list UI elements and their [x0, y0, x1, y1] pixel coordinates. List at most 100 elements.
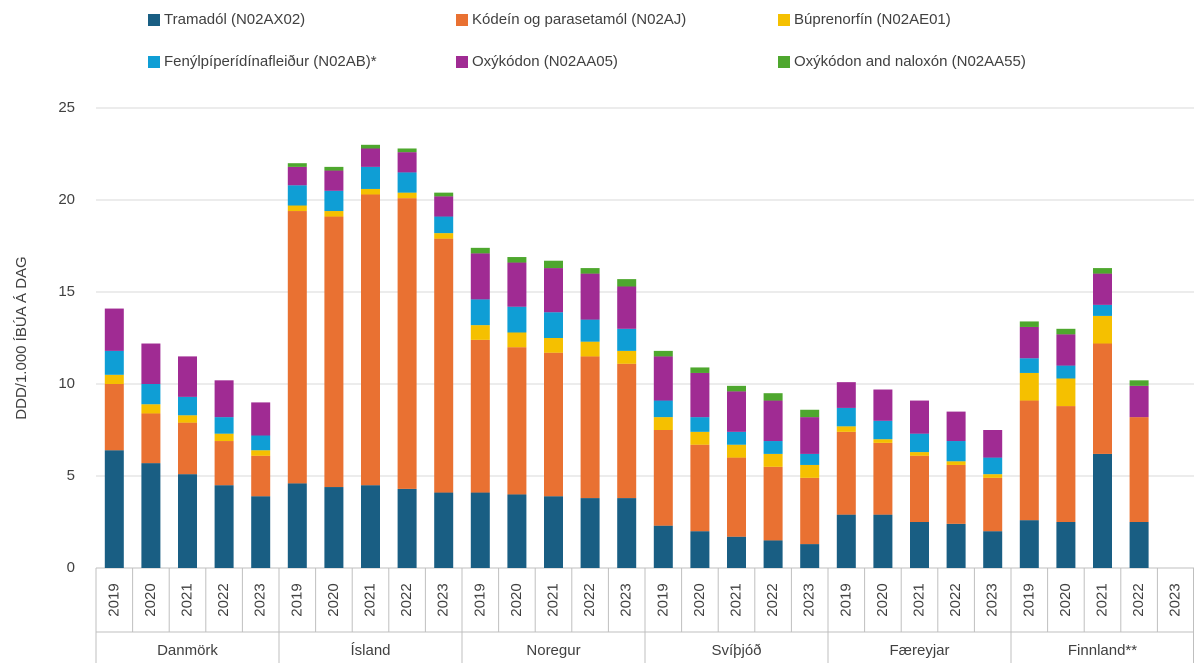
x-tick-label: 2019: [471, 583, 488, 616]
bar-segment: [434, 192, 454, 197]
bar-segment: [1129, 417, 1149, 522]
bar-segment: [104, 374, 124, 384]
bar-segment: [983, 531, 1003, 568]
bar-segment: [1093, 273, 1112, 305]
x-tick-label: 2020: [1057, 583, 1074, 616]
bar-segment: [287, 163, 307, 167]
bar-segment: [544, 496, 563, 568]
bar-segment: [690, 444, 710, 532]
bar-segment: [727, 385, 746, 392]
y-tick-label: 15: [58, 283, 75, 300]
bar-segment: [544, 268, 563, 313]
bar-segment: [361, 188, 380, 195]
bar-segment: [1129, 380, 1149, 386]
x-tick-label: 2019: [105, 583, 122, 616]
bar-segment: [653, 525, 673, 568]
bar-segment: [873, 420, 893, 440]
bar-segment: [983, 474, 1003, 478]
group-label: Færeyjar: [889, 642, 949, 659]
bar-segment: [690, 372, 710, 418]
x-tick-label: 2019: [654, 583, 671, 616]
x-tick-label: 2023: [984, 583, 1001, 616]
x-tick-label: 2022: [581, 583, 598, 616]
bar-segment: [104, 308, 124, 351]
bar-segment: [1093, 315, 1112, 344]
bar-segment: [1019, 358, 1039, 373]
y-tick-label: 0: [67, 559, 75, 576]
bar-segment: [617, 328, 637, 351]
bar-segment: [470, 299, 490, 326]
x-tick-label: 2020: [691, 583, 708, 616]
bar-segment: [178, 422, 197, 475]
bar-segment: [214, 433, 234, 442]
y-axis-title: DDD/1.000 ÍBÚA Á DAG: [13, 256, 30, 419]
legend-label: Búprenorfín (N02AE01): [794, 11, 951, 28]
bar-segment: [690, 531, 710, 568]
group-label: Finnland**: [1068, 642, 1137, 659]
bar-segment: [873, 514, 893, 568]
legend-swatch: [456, 56, 468, 68]
y-tick-label: 10: [58, 375, 75, 392]
bar-segment: [800, 544, 820, 568]
bar-segment: [544, 352, 563, 497]
bar-segment: [653, 350, 673, 357]
bar-segment: [1019, 520, 1039, 568]
bar-segment: [727, 431, 746, 445]
legend-swatch: [778, 14, 790, 26]
bar-segment: [178, 474, 197, 568]
bar-segment: [1056, 328, 1076, 335]
bar-segment: [836, 431, 856, 515]
bar-segment: [1019, 400, 1039, 521]
bar-segment: [507, 257, 527, 263]
x-tick-label: 2020: [508, 583, 525, 616]
bar-segment: [214, 380, 234, 418]
bar-segment: [1056, 522, 1076, 568]
bar-segment: [397, 172, 417, 193]
bar-segment: [251, 455, 271, 497]
legend-label: Fenýlpíperídínafleiður (N02AB)*: [164, 53, 377, 70]
bar-segment: [580, 341, 600, 357]
bar-segment: [141, 404, 161, 414]
legend-label: Kódeín og parasetamól (N02AJ): [472, 11, 686, 28]
bar-segment: [1093, 343, 1112, 454]
x-tick-label: 2022: [947, 583, 964, 616]
bar-segment: [1019, 326, 1039, 359]
bar-segment: [397, 198, 417, 489]
x-tick-label: 2019: [1020, 583, 1037, 616]
bar-segment: [946, 411, 966, 442]
bar-segment: [214, 417, 234, 434]
x-tick-label: 2023: [252, 583, 269, 616]
bar-segment: [470, 253, 490, 300]
bar-segment: [397, 192, 417, 199]
bar-segment: [104, 350, 124, 375]
bar-segment: [141, 384, 161, 405]
bar-segment: [507, 332, 527, 348]
bar-segment: [397, 148, 417, 153]
group-label: Ísland: [350, 642, 390, 659]
bar-segment: [178, 356, 197, 397]
bar-segment: [690, 417, 710, 432]
bar-segment: [1056, 406, 1076, 522]
bar-segment: [1056, 334, 1076, 366]
bar-segment: [178, 415, 197, 423]
bar-segment: [214, 485, 234, 568]
x-tick-label: 2022: [764, 583, 781, 616]
bar-segment: [653, 417, 673, 430]
bar-segment: [544, 338, 563, 353]
bar-segment: [910, 400, 929, 434]
group-label: Danmörk: [157, 642, 218, 659]
y-tick-label: 5: [67, 467, 75, 484]
bar-segment: [983, 457, 1003, 475]
bar-segment: [617, 279, 637, 287]
bar-segment: [1019, 372, 1039, 401]
bar-segment: [507, 262, 527, 307]
group-label: Svíþjóð: [711, 642, 761, 659]
bar-segment: [800, 417, 820, 454]
bar-segment: [470, 339, 490, 493]
bar-segment: [287, 483, 307, 568]
bar-segment: [910, 433, 929, 453]
bar-segment: [910, 452, 929, 456]
legend-label: Oxýkódon and naloxón (N02AA55): [794, 53, 1026, 70]
bar-segment: [653, 356, 673, 401]
bar-segment: [580, 268, 600, 274]
